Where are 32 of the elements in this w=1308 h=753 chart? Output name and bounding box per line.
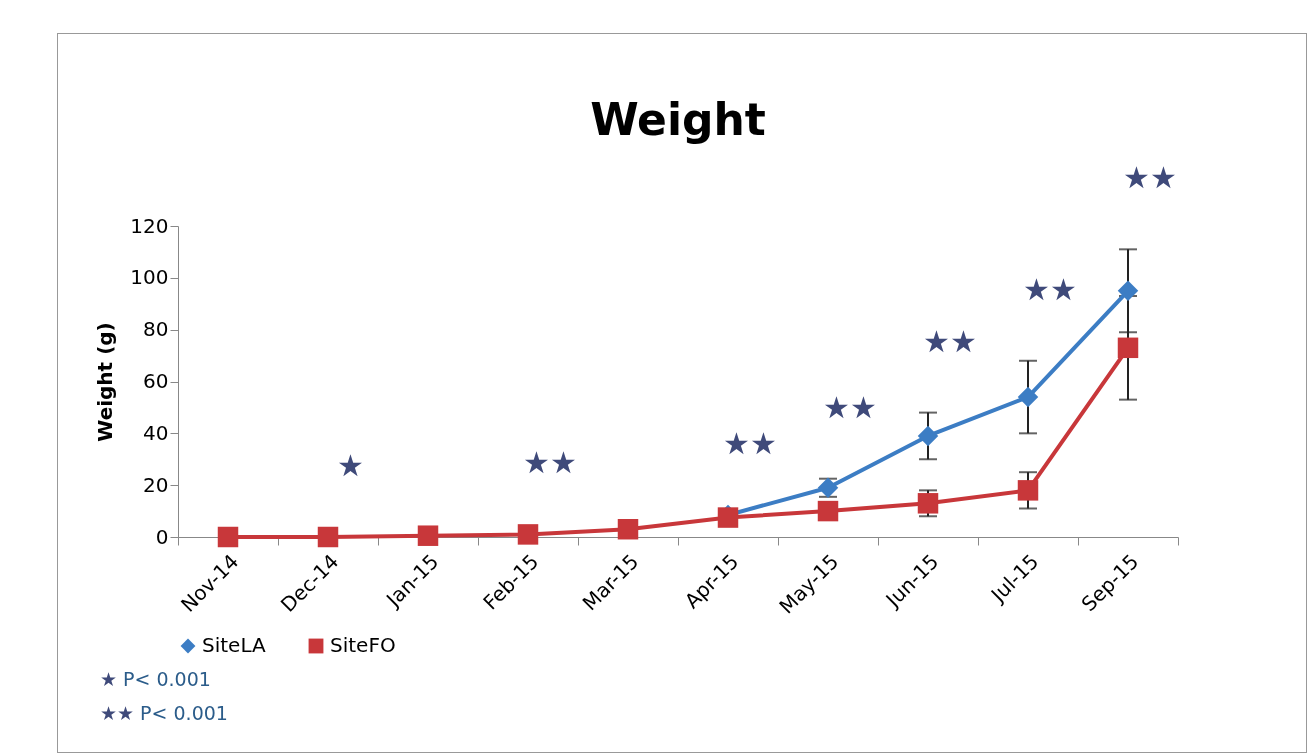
y-tick-label: 120 — [130, 213, 169, 238]
text: ★★ — [1123, 161, 1177, 195]
annotation: ★ — [336, 449, 364, 482]
y-tick-label: 40 — [143, 420, 169, 445]
annotation: ★★ — [523, 446, 577, 480]
point — [917, 425, 939, 447]
point — [1117, 280, 1139, 302]
y-axis-title: Weight (g) — [93, 322, 118, 442]
annotation: ★★ — [723, 426, 777, 460]
y-tick-label: 80 — [143, 317, 169, 342]
legend-label: SiteFO — [330, 633, 396, 657]
text: ★★ P< 0.001 — [100, 701, 228, 726]
y-tick-label: 60 — [143, 369, 169, 393]
point — [317, 526, 339, 548]
point — [1017, 480, 1039, 501]
point — [417, 525, 439, 546]
point — [617, 518, 639, 540]
point — [817, 500, 839, 522]
point — [917, 493, 939, 514]
annotation: ★★ — [1023, 272, 1077, 306]
annotation: ★★ — [923, 324, 977, 358]
point — [1017, 386, 1039, 408]
point — [517, 524, 539, 545]
text: ★ P< 0.001 — [100, 667, 212, 692]
point — [217, 526, 239, 548]
y-tick-label: 20 — [143, 472, 169, 497]
annotation: ★★ — [823, 390, 877, 424]
y-tick-label: 0 — [155, 524, 169, 549]
y-tick-label: 100 — [130, 265, 169, 290]
legend-label: SiteLA — [202, 633, 266, 657]
point — [1117, 337, 1139, 359]
chart-title: Weight — [590, 94, 766, 146]
